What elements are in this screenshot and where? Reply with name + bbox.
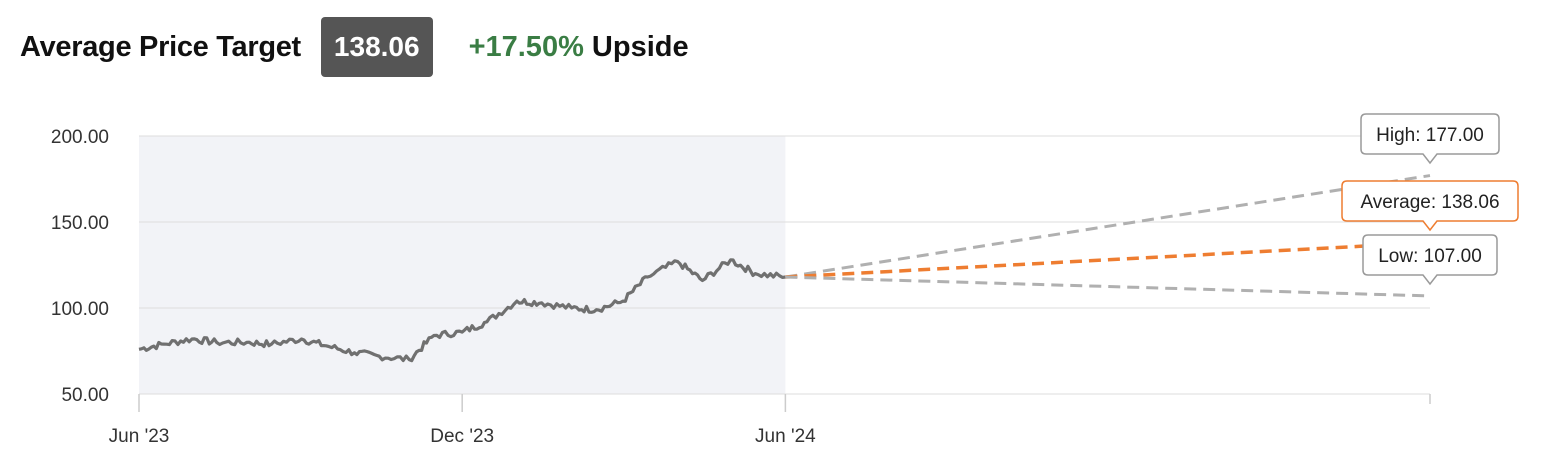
page-title: Average Price Target (20, 30, 301, 63)
tooltip-high: High: 177.00 (1360, 113, 1500, 165)
tooltip-label: Low: 107.00 (1378, 246, 1482, 267)
history-band (139, 136, 786, 394)
target-line-low (785, 275, 1431, 298)
y-tick-label: 200.00 (51, 127, 109, 148)
upside-summary: +17.50% Upside (469, 31, 689, 64)
tooltip-box (1360, 113, 1500, 165)
x-tick-label: Jun '24 (755, 426, 816, 447)
y-tick-label: 50.00 (61, 385, 109, 406)
x-tick-label: Jun '23 (109, 426, 170, 447)
tooltip-box (1362, 234, 1498, 286)
header: Average Price Target 138.06 +17.50% Upsi… (20, 16, 689, 78)
y-tick-label: 100.00 (51, 299, 109, 320)
target-line-average (785, 240, 1431, 279)
tooltip-label: High: 177.00 (1376, 125, 1484, 146)
y-tick-label: 150.00 (51, 213, 109, 234)
tooltip-average: Average: 138.06 (1341, 180, 1519, 232)
tooltip-low: Low: 107.00 (1362, 234, 1498, 286)
upside-label: Upside (591, 30, 689, 63)
x-tick-label: Dec '23 (430, 426, 494, 447)
upside-percent: +17.50% (468, 30, 584, 63)
average-price-badge: 138.06 (320, 17, 433, 77)
target-line-high (785, 174, 1431, 279)
tooltip-label: Average: 138.06 (1360, 192, 1499, 213)
history-price-line (138, 258, 786, 363)
tooltip-box (1341, 180, 1519, 232)
